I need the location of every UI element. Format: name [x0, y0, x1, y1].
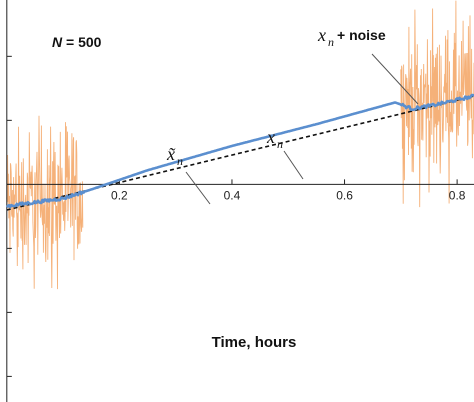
noisy-series [6, 0, 474, 290]
noisy-label-math: x [317, 25, 326, 45]
true-label-math: x [266, 127, 275, 147]
noisy-series-label: x n + noise [317, 25, 419, 105]
noisy-segment [6, 115, 84, 290]
sample-count-symbol: N [52, 34, 63, 50]
x-tick-label: 0.8 [449, 188, 466, 202]
axes: 0.2 0.4 0.6 0.8 [6, 0, 474, 402]
true-label-sub: n [277, 137, 283, 151]
filtered-label-math: x̃ [166, 144, 176, 164]
annotations: N = 500 x n + noise x̃ n x n Time, hours [52, 25, 419, 351]
filtered-series-label: x̃ n [166, 144, 211, 205]
sample-count-value: = 500 [62, 34, 102, 50]
noisy-segment [400, 0, 474, 208]
x-tick-label: 0.4 [224, 188, 241, 202]
x-tick-label: 0.2 [111, 188, 128, 202]
noisy-label-leader [371, 53, 419, 105]
sample-count-annotation: N = 500 [52, 34, 102, 50]
true-label-leader [283, 150, 304, 180]
true-series-label: x n [266, 127, 304, 180]
noisy-label-text: + noise [337, 27, 386, 43]
noisy-label-sub: n [328, 35, 334, 49]
filtered-series [5, 93, 474, 209]
x-tick-label: 0.6 [336, 188, 353, 202]
x-axis-title: Time, hours [212, 334, 297, 351]
filtered-line [5, 93, 474, 209]
filtered-label-leader [185, 171, 211, 205]
filtered-label-sub: n [177, 154, 183, 168]
